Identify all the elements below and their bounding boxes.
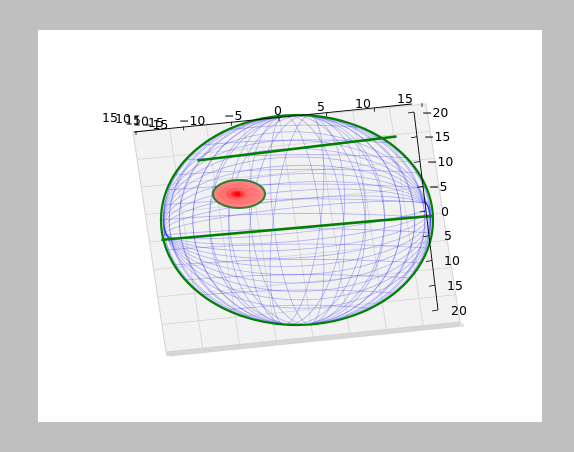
- z-tick-label: 10: [115, 111, 131, 126]
- y-tick-mark: [422, 235, 430, 238]
- x-tick-label: 5: [317, 99, 325, 114]
- y-tick-mark: [410, 136, 418, 139]
- figure-canvas: 15 10 15 10 15 −15 −10 −5 0 5 10 15 −20 −15 −10 −5 0 5 10 1…: [38, 30, 542, 422]
- y-tick-mark: [428, 284, 436, 287]
- latitude-line: [226, 124, 368, 131]
- y-tick-label: 5: [444, 228, 452, 243]
- latitude-ring: [163, 131, 431, 309]
- y-tick-mark: [419, 210, 427, 213]
- latitude-line: [166, 183, 428, 191]
- y-tick-label: −20: [422, 105, 448, 120]
- y-tick-label: −5: [429, 179, 447, 194]
- floor-line: [165, 322, 461, 354]
- latitude-ring: [163, 188, 431, 252]
- floor-line: [165, 321, 461, 353]
- x-tick-label: −10: [179, 113, 205, 128]
- y-tick-mark: [431, 309, 439, 312]
- z-tick-label: 15: [102, 110, 118, 125]
- y-tick-label: 0: [441, 204, 449, 219]
- z-tick-label: 10: [133, 114, 149, 129]
- floor-line: [165, 323, 461, 355]
- x-tick-label: −5: [224, 108, 242, 123]
- latitude-line: [226, 304, 368, 311]
- x-tick-label: −15: [142, 117, 168, 132]
- latitude-ring: [163, 156, 431, 284]
- x-tick-label: 0: [274, 103, 282, 118]
- y-tick-label: 10: [444, 253, 460, 268]
- latitude-line: [162, 198, 432, 206]
- disk-contour: [223, 186, 253, 202]
- grid-line-horizontal: [153, 239, 448, 270]
- grid-line-horizontal: [145, 185, 439, 215]
- latitude-line: [166, 243, 428, 251]
- y-axis-line: [413, 111, 439, 311]
- grid-line-horizontal: [161, 294, 456, 325]
- floor-line: [165, 324, 461, 356]
- y-tick-label: 20: [451, 303, 467, 318]
- grid-line-horizontal: [141, 158, 435, 188]
- x-axis-line: [133, 103, 413, 133]
- band-lower-edge: [161, 214, 433, 242]
- floor-line: [165, 325, 461, 356]
- latitude-ring: [163, 181, 431, 259]
- band-upper-edge: [197, 135, 397, 162]
- disk-contour: [229, 189, 247, 199]
- latitude-ring: [163, 139, 431, 301]
- disk-contour: [217, 183, 259, 206]
- latitude-ring: [163, 173, 431, 267]
- y-tick-mark: [413, 161, 421, 163]
- disk-center: [235, 191, 241, 197]
- grid-line-horizontal: [137, 130, 431, 160]
- latitude-line: [201, 139, 393, 146]
- latitude-line: [174, 168, 420, 176]
- y-tick-mark: [425, 260, 433, 262]
- x-tick-label: 15: [397, 91, 413, 106]
- y-tick-label: −10: [427, 154, 453, 169]
- z-tick-label: 15: [148, 115, 164, 130]
- y-tick-label: 15: [447, 278, 463, 293]
- y-tick-mark: [416, 185, 424, 188]
- latitude-line: [201, 289, 393, 296]
- x-tick-label: 10: [355, 96, 371, 111]
- y-tick-label: −15: [424, 129, 450, 144]
- latitude-line: [185, 274, 409, 281]
- y-tick-mark: [407, 111, 415, 114]
- latitude-ring: [164, 200, 430, 240]
- latitude-line: [174, 258, 420, 266]
- z-tick-label: 15: [125, 112, 141, 127]
- grid-line-horizontal: [157, 267, 452, 298]
- latitude-ring: [163, 195, 431, 245]
- sphere-outline: [159, 113, 435, 327]
- latitude-line: [160, 213, 434, 221]
